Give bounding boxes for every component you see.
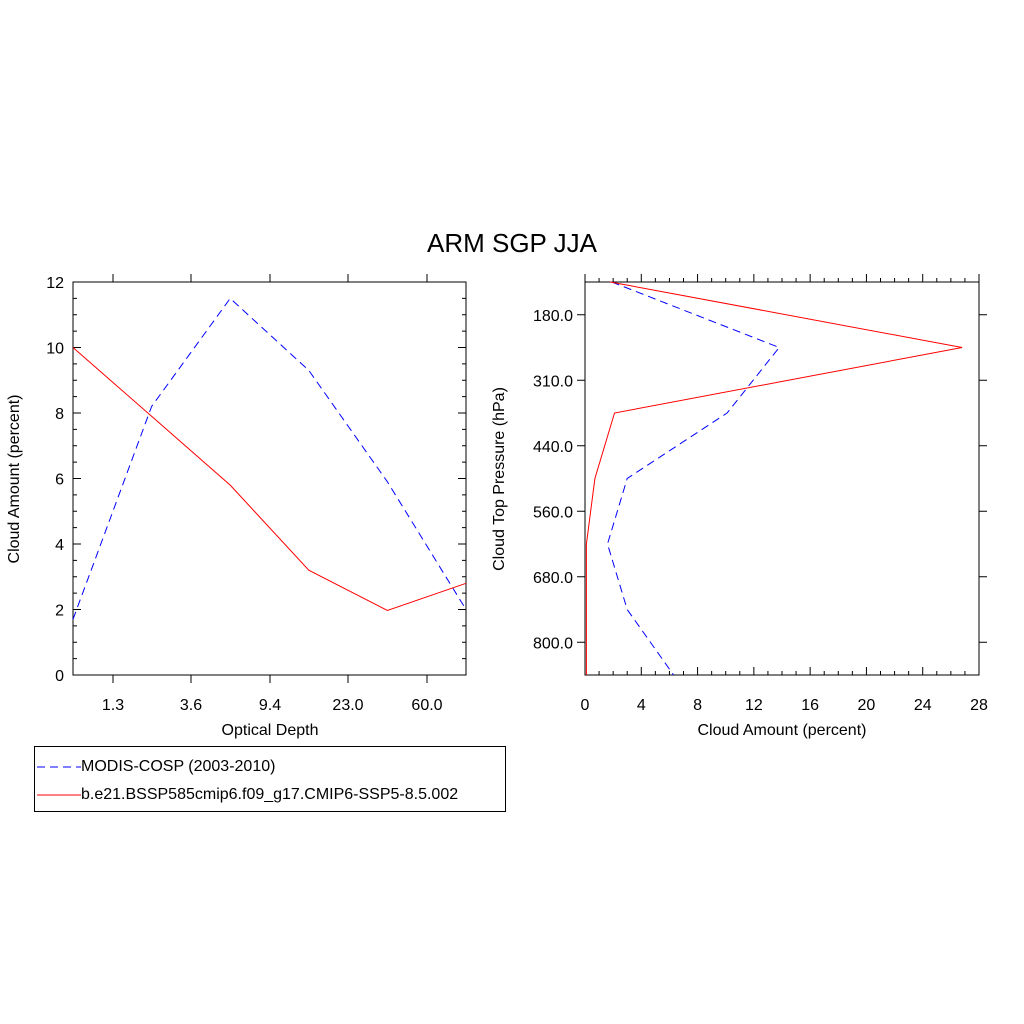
legend-swatch-solid — [37, 794, 81, 796]
right-y-tick-label: 680.0 — [533, 570, 573, 587]
right-y-tick-label: 560.0 — [533, 504, 573, 521]
left-y-tick-label: 8 — [55, 406, 64, 423]
legend-item-modis: MODIS-COSP (2003-2010) — [35, 755, 275, 779]
right-x-axis-label: Cloud Amount (percent) — [698, 722, 867, 739]
legend-item-model: b.e21.BSSP585cmip6.f09_g17.CMIP6-SSP5-8.… — [35, 783, 458, 807]
chart-title: ARM SGP JJA — [427, 228, 598, 258]
left-x-tick-label: 9.4 — [259, 697, 281, 714]
left-y-tick-label: 0 — [55, 668, 64, 685]
right-y-tick-label: 440.0 — [533, 439, 573, 456]
right-series-model-line — [585, 281, 963, 675]
right-x-tick-label: 4 — [637, 697, 646, 714]
right-x-tick-label: 16 — [801, 697, 819, 714]
legend: MODIS-COSP (2003-2010) b.e21.BSSP585cmip… — [34, 746, 506, 812]
left-y-tick-label: 6 — [55, 472, 64, 489]
left-chart: 0 2 4 6 8 10 12 1.3 3.6 9.4 23.0 60.0 Optical Depth… — [6, 274, 467, 739]
right-x-tick-label: 20 — [858, 697, 876, 714]
left-x-tick-label: 23.0 — [332, 697, 363, 714]
right-x-tick-label: 12 — [745, 697, 763, 714]
right-chart: 0 4 8 12 16 20 24 28 180.0 310.0 440.0 560.0 680.0 80… — [491, 274, 988, 739]
legend-label-modis: MODIS-COSP (2003-2010) — [81, 758, 276, 775]
left-series-model-line — [72, 347, 467, 612]
legend-label-model: b.e21.BSSP585cmip6.f09_g17.CMIP6-SSP5-8.… — [81, 786, 459, 803]
left-x-tick-label: 3.6 — [180, 697, 202, 714]
left-y-tick-label: 10 — [46, 341, 64, 358]
right-x-tick-label: 8 — [693, 697, 702, 714]
right-series-modis-line — [606, 281, 781, 676]
right-x-tick-label: 24 — [914, 697, 932, 714]
left-x-axis-label: Optical Depth — [222, 722, 319, 739]
right-y-tick-label: 180.0 — [533, 308, 573, 325]
right-x-tick-label: 0 — [581, 697, 590, 714]
left-series-modis-line — [72, 297, 467, 620]
left-x-tick-label: 1.3 — [102, 697, 124, 714]
right-y-tick-label: 800.0 — [533, 635, 573, 652]
right-plot-frame — [584, 281, 980, 676]
left-x-tick-label: 60.0 — [411, 697, 442, 714]
left-y-tick-label: 2 — [55, 603, 64, 620]
legend-swatch-dashed — [37, 766, 81, 768]
left-plot-frame — [72, 281, 467, 676]
right-y-tick-label: 310.0 — [533, 373, 573, 390]
right-y-axis-label: Cloud Top Pressure (hPa) — [491, 387, 508, 571]
left-y-axis-label: Cloud Amount (percent) — [6, 395, 23, 564]
left-y-tick-label: 4 — [55, 537, 64, 554]
right-x-tick-label: 28 — [970, 697, 988, 714]
left-y-tick-label: 12 — [46, 275, 64, 292]
